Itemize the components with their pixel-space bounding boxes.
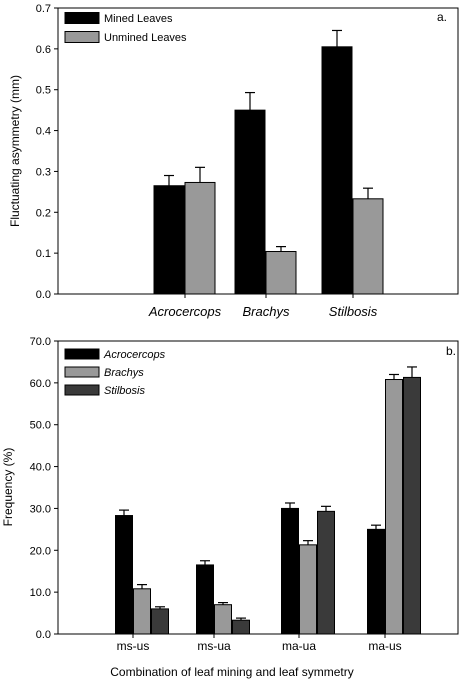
bar (115, 515, 133, 635)
bar (367, 528, 385, 635)
panel-label: b. (446, 344, 456, 358)
x-category-label: ms-ua (197, 639, 231, 653)
y-tick-label: 0.3 (36, 166, 51, 178)
y-tick-label: 0.0 (36, 289, 51, 301)
bar (133, 588, 151, 635)
bar (214, 604, 232, 635)
y-tick-label: 20.0 (30, 545, 51, 557)
y-tick-label: 0.5 (36, 85, 51, 97)
y-tick-label: 0.0 (36, 629, 51, 641)
y-axis-label: Fluctuating asymmetry (mm) (8, 75, 22, 227)
y-tick-label: 0.7 (36, 3, 51, 15)
x-category-label: Stilbosis (329, 304, 378, 319)
y-tick-label: 0.4 (36, 126, 51, 138)
x-category-label: ma-us (368, 639, 401, 653)
y-tick-label: 0.6 (36, 44, 51, 56)
y-axis-label: Frequency (%) (1, 448, 15, 527)
x-category-label: Brachys (243, 304, 290, 319)
panel-b: 0.0 10.0 20.0 30.0 40.0 50.0 60.0 70.0 ms-us ms-u… (1, 336, 459, 679)
bar (265, 251, 297, 295)
plot-frame (57, 340, 459, 635)
legend-swatch (64, 31, 100, 43)
panel-label: a. (437, 10, 447, 24)
bar (196, 564, 214, 635)
y-tick-label: 0.1 (36, 248, 51, 260)
bar (232, 619, 250, 635)
y-tick-label: 70.0 (30, 336, 51, 348)
bar (234, 109, 266, 295)
y-tick-label: 50.0 (30, 420, 51, 432)
x-category-label: ms-us (117, 639, 150, 653)
panel-a: 0.0 0.1 0.2 0.3 0.4 0.5 0.6 0.7 Acrocercops Brach… (8, 3, 459, 319)
legend-label: Brachys (104, 367, 144, 379)
bar (299, 544, 317, 635)
bar (352, 198, 384, 295)
legend-label: Stilbosis (104, 385, 145, 397)
bar (153, 185, 185, 295)
legend-swatch (64, 384, 100, 396)
legend-swatch (64, 348, 100, 360)
legend-label: Acrocercops (103, 349, 166, 361)
legend-label: Mined Leaves (104, 13, 173, 25)
bar (317, 510, 335, 635)
bar (151, 608, 169, 635)
x-category-label: Acrocercops (148, 304, 222, 319)
x-category-label: ma-ua (282, 639, 316, 653)
y-tick-label: 40.0 (30, 462, 51, 474)
y-tick-label: 0.2 (36, 207, 51, 219)
bar (281, 507, 299, 635)
legend-swatch (64, 12, 100, 24)
bar (403, 376, 421, 635)
x-axis-label: Combination of leaf mining and leaf symm… (110, 665, 353, 679)
bar (321, 46, 353, 295)
legend-swatch (64, 366, 100, 378)
bar (184, 181, 216, 295)
legend-label: Unmined Leaves (104, 32, 187, 44)
y-tick-label: 10.0 (30, 587, 51, 599)
y-tick-label: 30.0 (30, 503, 51, 515)
bar (385, 379, 403, 635)
y-tick-label: 60.0 (30, 378, 51, 390)
